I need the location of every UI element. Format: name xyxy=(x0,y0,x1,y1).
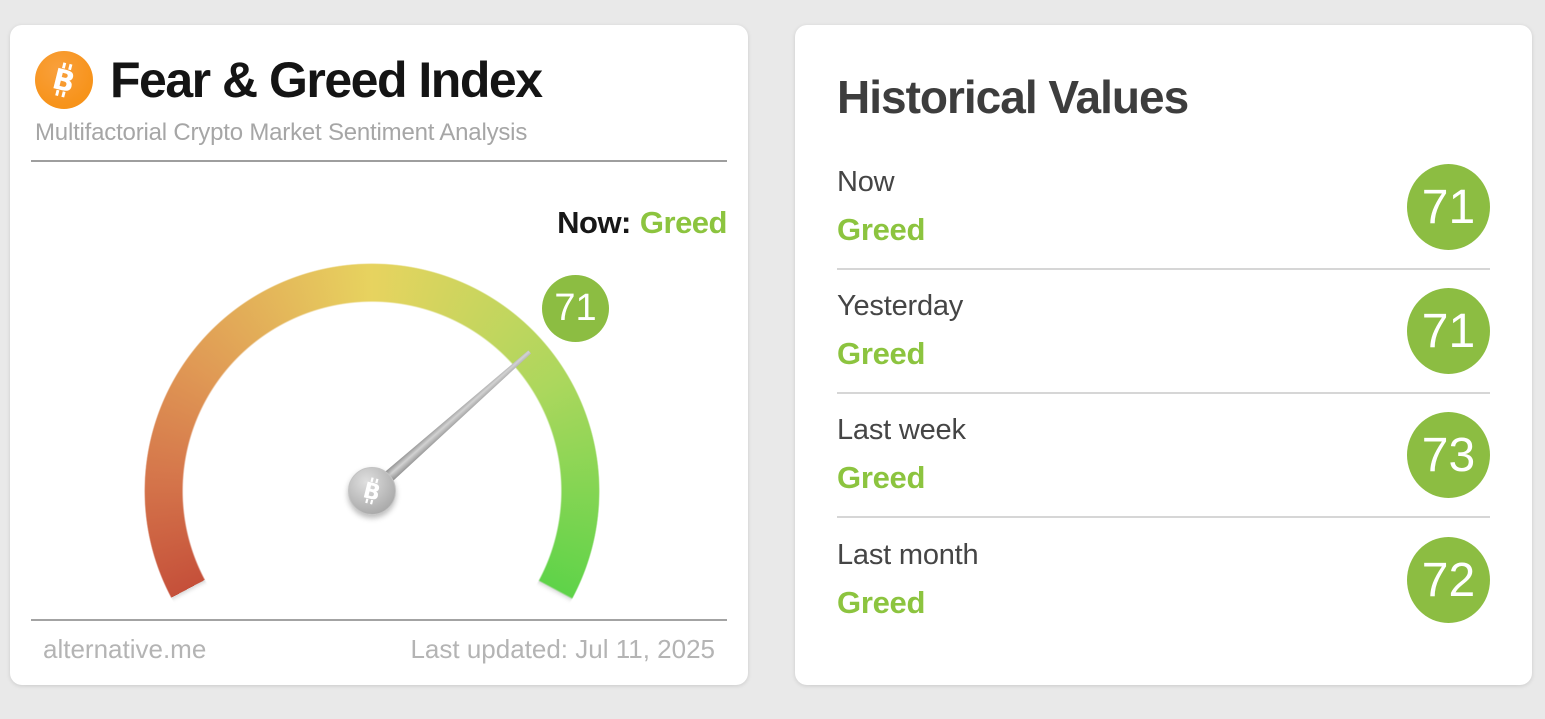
bitcoin-hub-icon: B xyxy=(348,467,396,515)
row-labels: Last month Greed xyxy=(837,539,979,621)
fear-greed-index-card: B Fear & Greed Index Multifactorial Cryp… xyxy=(10,25,748,719)
value-text: 71 xyxy=(1421,304,1476,358)
period-label: Last month xyxy=(837,539,979,571)
table-row-yesterday: Yesterday Greed 71 xyxy=(837,270,1490,394)
classification-label: Greed xyxy=(837,336,926,371)
period-label: Last week xyxy=(837,414,966,446)
row-labels: Last week Greed xyxy=(837,414,966,496)
value-badge: 72 xyxy=(1407,537,1490,623)
source-link[interactable]: alternative.me xyxy=(43,634,207,664)
period-label: Yesterday xyxy=(837,290,964,322)
bitcoin-icon: B xyxy=(35,51,93,109)
gauge-value: 71 xyxy=(554,287,597,329)
card-subtitle: Multifactorial Crypto Market Sentiment A… xyxy=(35,119,528,146)
row-labels: Now Greed xyxy=(837,166,925,248)
header-divider xyxy=(31,160,727,162)
historical-values-list: Now Greed 71 Yesterday Greed 71 Last wee… xyxy=(837,146,1490,642)
value-badge: 73 xyxy=(1407,412,1490,498)
current-classification-line: Now: Greed xyxy=(557,205,727,241)
svg-text:B: B xyxy=(360,477,383,506)
value-text: 71 xyxy=(1421,180,1476,234)
classification-label: Greed xyxy=(837,585,926,620)
value-badge: 71 xyxy=(1407,288,1490,374)
classification-label: Greed xyxy=(837,212,926,247)
value-text: 72 xyxy=(1421,553,1476,607)
card-header: B Fear & Greed Index xyxy=(10,25,748,109)
value-badge: 71 xyxy=(1407,164,1490,250)
period-label: Now xyxy=(837,166,895,198)
historical-values-title: Historical Values xyxy=(837,71,1189,123)
table-row-last-week: Last week Greed 73 xyxy=(837,394,1490,518)
gauge-value-badge: 71 xyxy=(542,275,609,342)
now-classification: Greed xyxy=(639,205,728,240)
svg-text:B: B xyxy=(49,61,78,99)
row-labels: Yesterday Greed xyxy=(837,290,963,372)
table-row-now: Now Greed 71 xyxy=(837,146,1490,270)
value-text: 73 xyxy=(1421,428,1476,482)
now-label: Now: xyxy=(557,205,631,240)
table-row-last-month: Last month Greed 72 xyxy=(837,518,1490,642)
page-title: Fear & Greed Index xyxy=(110,52,543,108)
historical-values-card: Historical Values Now Greed 71 Yesterday… xyxy=(795,25,1532,685)
fear-greed-gauge: B 71 xyxy=(142,263,609,719)
classification-label: Greed xyxy=(837,460,926,495)
card-footer: alternative.me Last updated: Jul 11, 202… xyxy=(31,619,727,685)
last-updated-label: Last updated: Jul 11, 2025 xyxy=(410,634,715,664)
